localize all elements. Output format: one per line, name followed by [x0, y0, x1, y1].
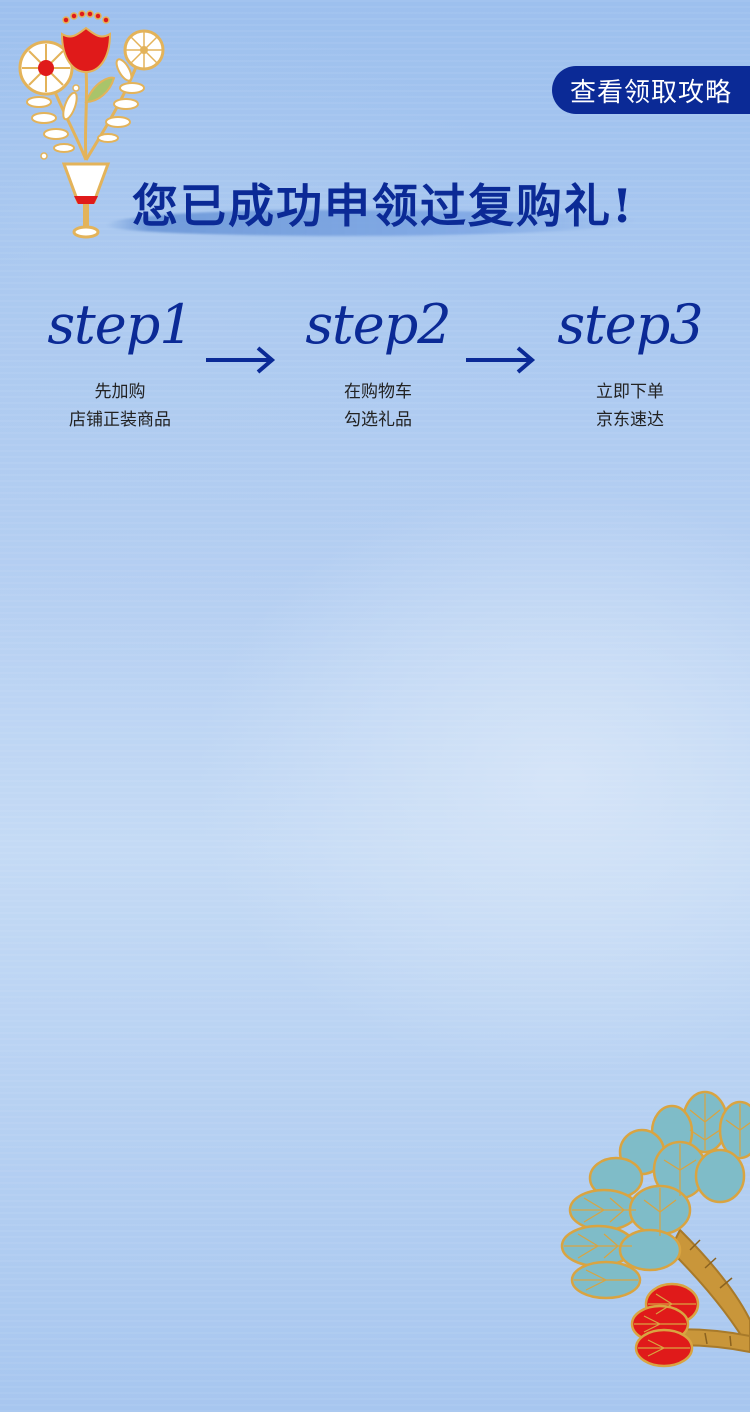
step-2: step2 在购物车 勾选礼品 — [288, 290, 468, 434]
step-2-line-2: 勾选礼品 — [344, 410, 412, 430]
step-1-line-1: 先加购 — [94, 382, 146, 402]
headline-banner: 您已成功申领过复购礼! — [100, 170, 660, 250]
step-2-title: step2 — [305, 293, 451, 356]
arrow-right-icon — [466, 346, 536, 374]
step-3: step3 立即下单 京东速达 — [540, 290, 720, 434]
flower-vase-icon — [18, 10, 165, 239]
view-guide-button[interactable]: 查看领取攻略 — [552, 66, 750, 114]
step-3-title: step3 — [557, 293, 703, 356]
page-title: 您已成功申领过复购礼! — [132, 179, 635, 233]
step-1-title: step1 — [47, 293, 193, 356]
step-2-description: 在购物车 勾选礼品 — [288, 378, 468, 434]
arrow-right-icon — [206, 346, 276, 374]
step-2-line-1: 在购物车 — [344, 382, 412, 402]
step-1-line-2: 店铺正装商品 — [69, 410, 171, 430]
step-1-description: 先加购 店铺正装商品 — [30, 378, 210, 434]
step-1: step1 先加购 店铺正装商品 — [30, 290, 210, 434]
step-3-description: 立即下单 京东速达 — [540, 378, 720, 434]
step-3-line-2: 京东速达 — [596, 410, 664, 430]
step-3-line-1: 立即下单 — [596, 382, 664, 402]
tree-branch-icon — [560, 1090, 750, 1368]
